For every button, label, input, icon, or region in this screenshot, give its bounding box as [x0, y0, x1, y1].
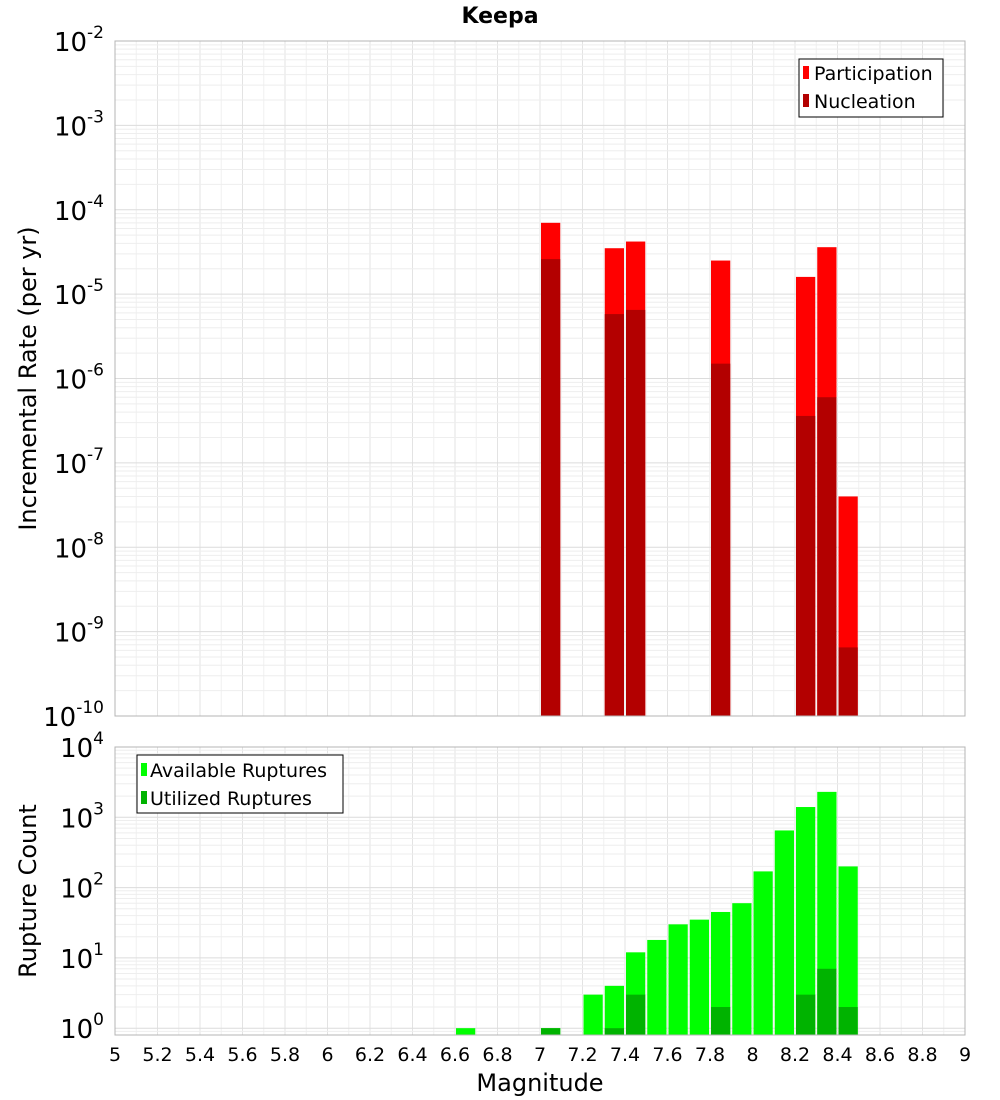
- y-tick-label: 10-4: [54, 192, 104, 227]
- bar-nucleation: [838, 647, 858, 716]
- top-legend: Participation Nucleation: [798, 58, 944, 118]
- bar-available-ruptures: [711, 911, 731, 1035]
- bar-nucleation: [817, 397, 837, 716]
- x-tick-label: 8: [746, 1044, 758, 1066]
- y-tick-label: 103: [60, 799, 104, 834]
- top-panel: 10-10 10-9 10-8 10-7 10-6 10-5 10-4 10-3 10-2 In…: [14, 23, 966, 733]
- x-tick-label: 7.4: [610, 1044, 640, 1066]
- chart-title: Keepa: [461, 4, 538, 29]
- x-tick-label: 5.4: [185, 1044, 215, 1066]
- x-tick-label: 7: [534, 1044, 546, 1066]
- bar-utilized-ruptures: [817, 968, 837, 1035]
- x-tick-label: 6.4: [397, 1044, 427, 1066]
- top-legend-box: [798, 58, 944, 118]
- y-tick-label: 102: [60, 870, 104, 905]
- bar-available-ruptures: [689, 919, 709, 1035]
- x-tick-label: 6.6: [440, 1044, 470, 1066]
- x-tick-labels: 5 5.2 5.4 5.6 5.8 6 6.2 6.4 6.6 6.8 7 7.2 7.4 7.6 7.8 8…: [109, 1044, 971, 1066]
- bar-available-ruptures: [753, 871, 773, 1035]
- x-tick-label: 8.8: [907, 1044, 937, 1066]
- bar-available-ruptures: [668, 924, 688, 1035]
- bar-utilized-ruptures: [838, 1007, 858, 1035]
- bar-utilized-ruptures: [626, 994, 646, 1035]
- x-axis-label: Magnitude: [476, 1069, 603, 1097]
- bar-available-ruptures: [774, 830, 794, 1035]
- legend-label-available: Available Ruptures: [150, 760, 327, 782]
- bar-available-ruptures: [647, 939, 667, 1035]
- bar-nucleation: [604, 314, 624, 716]
- top-bars: [541, 222, 858, 717]
- y-tick-label: 104: [60, 729, 104, 764]
- y-tick-label: 10-5: [54, 276, 104, 311]
- bar-available-ruptures: [838, 866, 858, 1035]
- bottom-legend-box: [136, 754, 344, 814]
- legend-label-participation: Participation: [814, 63, 933, 85]
- x-tick-label: 8.2: [780, 1044, 810, 1066]
- top-y-tick-labels: 10-10 10-9 10-8 10-7 10-6 10-5 10-4 10-3 10-2: [43, 23, 104, 733]
- y-tick-label: 10-10: [43, 698, 104, 733]
- y-tick-label: 10-7: [54, 445, 104, 480]
- bar-nucleation: [796, 415, 816, 716]
- y-tick-label: 10-9: [54, 614, 104, 649]
- x-tick-label: 5.8: [270, 1044, 300, 1066]
- x-tick-label: 5.2: [142, 1044, 172, 1066]
- legend-swatch-utilized: [141, 791, 147, 804]
- x-tick-label: 5: [109, 1044, 121, 1066]
- bottom-plot-frame: [114, 746, 966, 1036]
- bottom-legend: Available Ruptures Utilized Ruptures: [136, 754, 344, 814]
- bar-available-ruptures: [732, 903, 752, 1035]
- x-tick-label: 7.8: [695, 1044, 725, 1066]
- y-tick-label: 101: [60, 940, 104, 975]
- y-tick-label: 100: [60, 1010, 104, 1045]
- bottom-panel: 100 101 102 103 104 5 5.2 5.4 5.6 5.8 6 6.2 6.4 6.6 6…: [14, 729, 971, 1097]
- legend-swatch-nucleation: [803, 94, 809, 107]
- x-tick-label: 8.6: [865, 1044, 895, 1066]
- bar-available-ruptures: [456, 1028, 476, 1035]
- top-plot-frame: [114, 40, 966, 717]
- x-tick-label: 8.4: [822, 1044, 852, 1066]
- bar-nucleation: [626, 309, 646, 716]
- bar-utilized-ruptures: [541, 1028, 561, 1035]
- x-tick-label: 5.6: [227, 1044, 257, 1066]
- bottom-y-axis-label: Rupture Count: [14, 804, 42, 978]
- bar-available-ruptures: [583, 994, 603, 1035]
- bar-nucleation: [711, 363, 731, 716]
- legend-swatch-participation: [803, 66, 809, 79]
- top-grid: [114, 40, 966, 717]
- x-tick-label: 6: [321, 1044, 333, 1066]
- legend-label-nucleation: Nucleation: [814, 91, 916, 113]
- y-tick-label: 10-3: [54, 107, 104, 142]
- bar-utilized-ruptures: [604, 1028, 624, 1035]
- x-tick-label: 7.2: [567, 1044, 597, 1066]
- x-tick-label: 7.6: [652, 1044, 682, 1066]
- y-tick-label: 10-8: [54, 529, 104, 564]
- bottom-bars: [456, 791, 858, 1035]
- bar-available-ruptures: [604, 985, 624, 1035]
- legend-label-utilized: Utilized Ruptures: [150, 788, 312, 810]
- x-tick-label: 6.8: [482, 1044, 512, 1066]
- y-tick-label: 10-6: [54, 361, 104, 396]
- x-tick-label: 9: [959, 1044, 971, 1066]
- x-tick-label: 6.2: [355, 1044, 385, 1066]
- bottom-y-tick-labels: 100 101 102 103 104: [60, 729, 104, 1045]
- legend-swatch-available: [141, 763, 147, 776]
- bar-nucleation: [541, 259, 561, 716]
- bar-utilized-ruptures: [711, 1007, 731, 1035]
- bar-utilized-ruptures: [796, 994, 816, 1035]
- top-y-axis-label: Incremental Rate (per yr): [14, 226, 42, 530]
- y-tick-label: 10-2: [54, 23, 104, 58]
- bar-available-ruptures: [796, 807, 816, 1035]
